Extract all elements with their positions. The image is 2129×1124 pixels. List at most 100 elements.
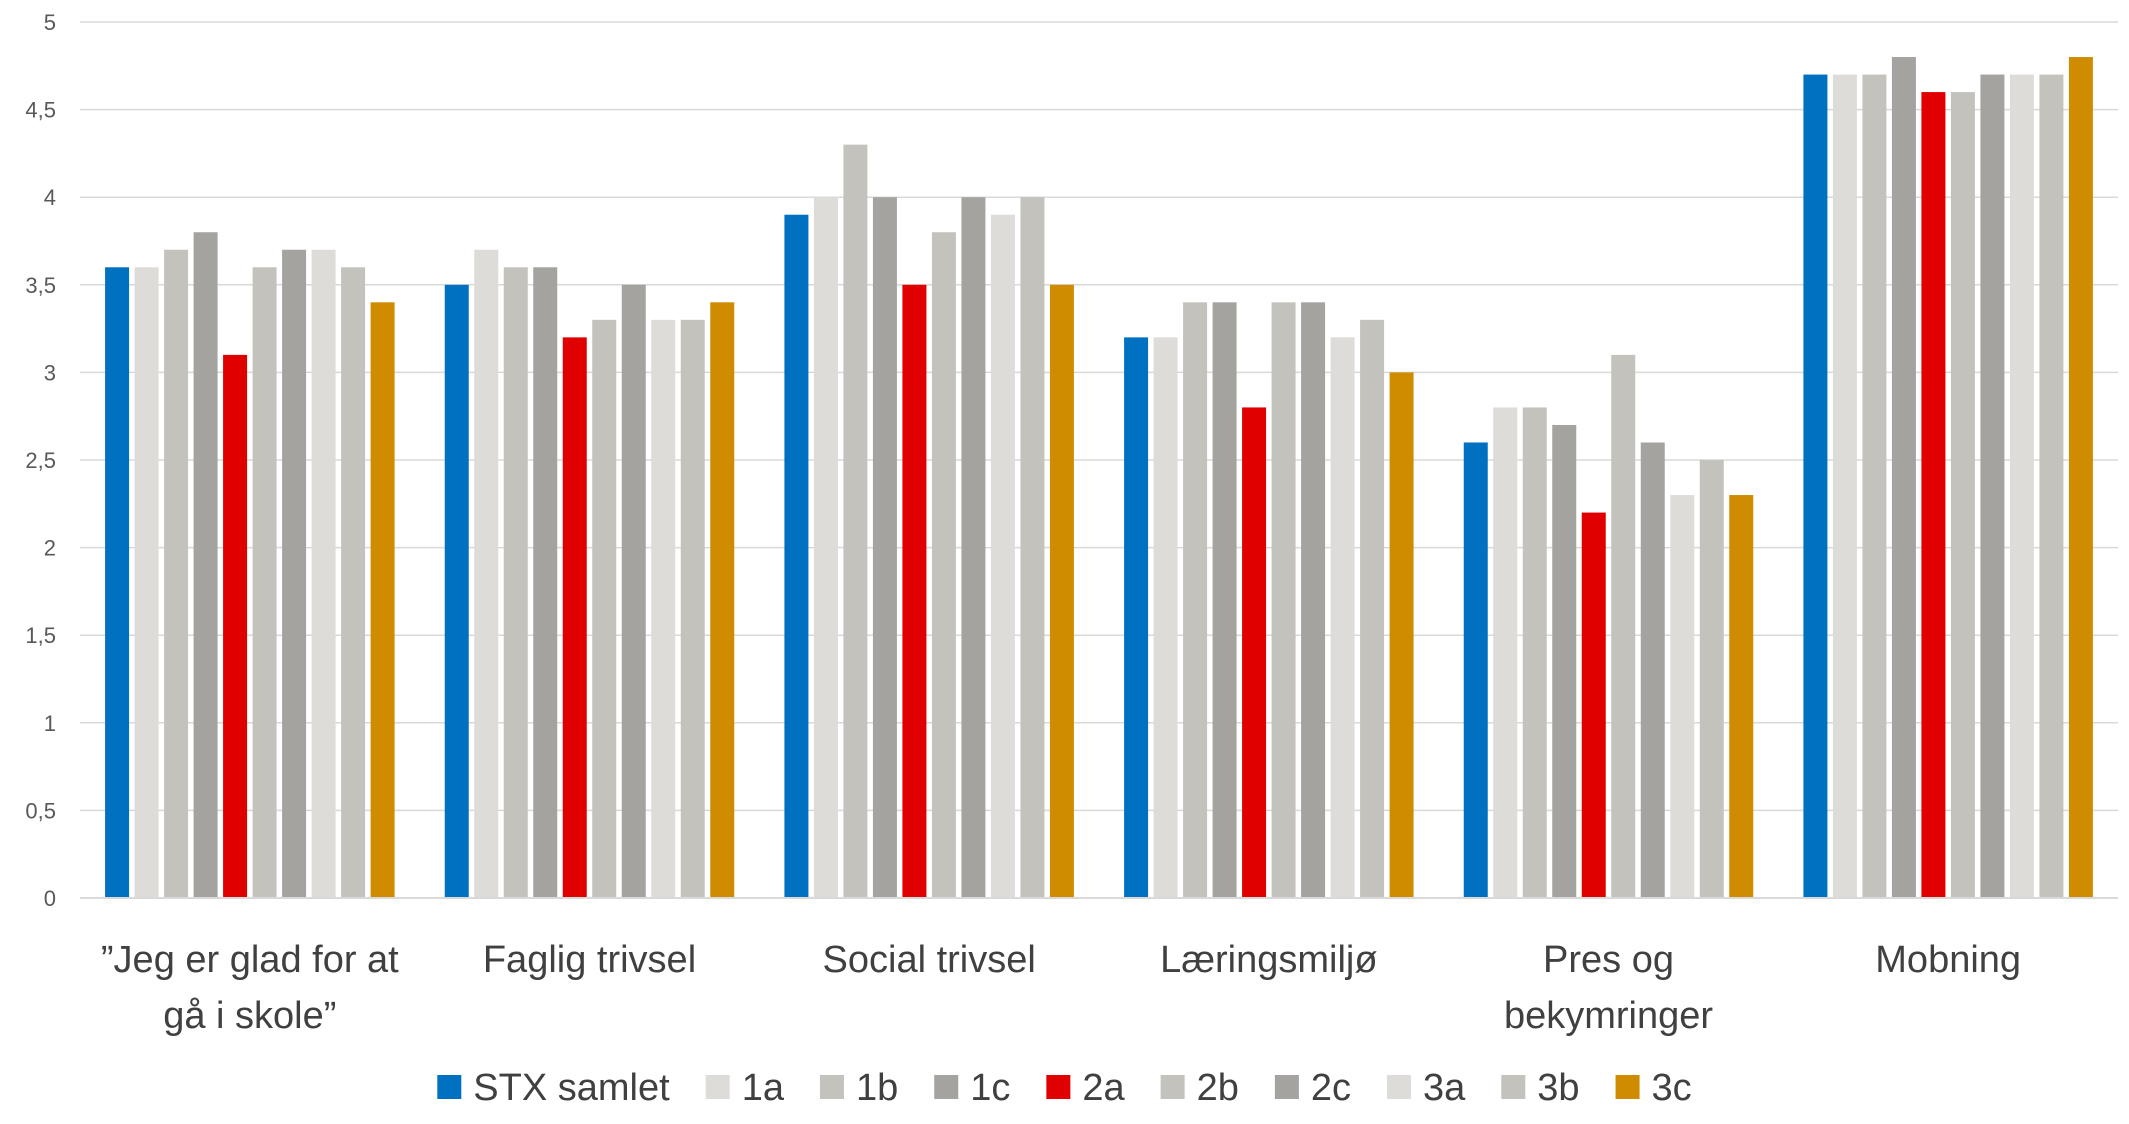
y-tick-label: 1,5 [25, 623, 56, 648]
bar-1a [1832, 74, 1857, 898]
y-tick-label: 4 [44, 185, 56, 210]
bar-2a [562, 337, 587, 898]
legend-label: 3c [1652, 1067, 1692, 1109]
bar-1b [1862, 74, 1887, 898]
bar-3b [1020, 197, 1045, 898]
bar-3a [990, 214, 1015, 899]
legend-swatch [705, 1075, 730, 1099]
bar-3b [1360, 319, 1385, 899]
legend-swatch [1160, 1075, 1185, 1099]
bar-3c [1389, 372, 1414, 898]
legend-label: 2a [1082, 1067, 1125, 1109]
legend-item: 3a [1387, 1067, 1466, 1109]
bar-2a [223, 354, 248, 898]
bar-1a [134, 267, 159, 898]
legend-label: 3a [1423, 1067, 1466, 1109]
bar-1c [872, 197, 897, 898]
bar-stx-samlet [784, 214, 809, 899]
bar-2a [902, 284, 927, 898]
bar-3b [680, 319, 705, 899]
bar-1c [1212, 302, 1237, 898]
bar-2c [961, 197, 986, 898]
legend-label: 1a [742, 1067, 785, 1109]
bar-3a [311, 249, 336, 898]
legend-item: 3c [1615, 1067, 1692, 1109]
y-tick-label: 2,5 [25, 448, 56, 473]
legend-item: 3b [1501, 1067, 1580, 1109]
bar-3c [710, 302, 735, 898]
bar-1c [1891, 57, 1916, 899]
legend-label: STX samlet [473, 1067, 670, 1109]
bar-1c [1552, 424, 1577, 898]
legend-swatch [1046, 1075, 1071, 1099]
legend-item: 2c [1274, 1067, 1351, 1109]
legend-item: STX samlet [437, 1067, 670, 1109]
legend-label: 1b [856, 1067, 898, 1109]
bar-2b [252, 267, 277, 898]
bar-2c [1640, 442, 1665, 898]
bar-3c [2068, 57, 2093, 899]
category-label: bekymringer [1504, 995, 1713, 1037]
bar-1b [503, 267, 528, 898]
legend-swatch [1387, 1075, 1412, 1099]
bar-stx-samlet [1463, 442, 1488, 898]
y-tick-label: 1 [44, 711, 56, 736]
bar-2c [621, 284, 646, 898]
bar-stx-samlet [1124, 337, 1149, 898]
category-label: gå i skole” [163, 995, 336, 1037]
bar-2b [1950, 92, 1975, 898]
bar-2a [1242, 407, 1267, 898]
bar-2c [282, 249, 307, 898]
bar-1a [1493, 407, 1518, 898]
bar-1c [193, 232, 218, 899]
y-tick-label: 0,5 [25, 798, 56, 823]
bar-3b [1699, 460, 1724, 898]
category-label: Mobning [1875, 939, 2021, 981]
bar-1b [1522, 407, 1547, 898]
y-tick-label: 5 [44, 10, 56, 35]
bar-3c [1729, 495, 1754, 898]
category-label: ”Jeg er glad for at [101, 939, 399, 981]
legend-item: 2b [1160, 1067, 1239, 1109]
bar-3a [1670, 495, 1695, 898]
bar-3b [341, 267, 366, 898]
bar-3c [370, 302, 395, 898]
bar-3c [1049, 284, 1074, 898]
category-label: Faglig trivsel [483, 939, 696, 981]
category-label: Læringsmiljø [1160, 939, 1377, 981]
legend-item: 1c [934, 1067, 1010, 1109]
bar-1a [1153, 337, 1178, 898]
category-label: Social trivsel [823, 939, 1036, 981]
legend-swatch [1501, 1075, 1526, 1099]
bar-1a [813, 197, 838, 898]
legend-item: 1b [819, 1067, 898, 1109]
legend-swatch [1615, 1075, 1640, 1099]
y-tick-label: 3,5 [25, 273, 56, 298]
bar-3a [1330, 337, 1355, 898]
legend-swatch [934, 1075, 959, 1099]
bar-2c [1980, 74, 2005, 898]
legend-swatch [1274, 1075, 1299, 1099]
bar-2b [931, 232, 956, 899]
legend-item: 1a [705, 1067, 785, 1109]
bar-1b [1183, 302, 1208, 898]
bar-2b [1271, 302, 1296, 898]
bar-1b [164, 249, 189, 898]
bar-2c [1301, 302, 1326, 898]
legend: STX samlet 1a 1b 1c 2a 2b 2c 3a 3b 3c [437, 1067, 1692, 1109]
y-axis-tick-labels: 0 0,5 1 1,5 2 2,5 3 3,5 4 4,5 5 [25, 10, 56, 911]
bar-3a [651, 319, 676, 899]
y-tick-label: 2 [44, 536, 56, 561]
legend-label: 3b [1537, 1067, 1579, 1109]
bar-2b [1611, 354, 1636, 898]
bar-1a [474, 249, 499, 898]
bar-3a [2009, 74, 2034, 898]
legend-swatch [819, 1075, 844, 1099]
y-tick-label: 4,5 [25, 98, 56, 123]
legend-item: 2a [1046, 1067, 1125, 1109]
bar-stx-samlet [105, 267, 130, 898]
category-labels: ”Jeg er glad for at gå i skole” Faglig tri… [101, 939, 2021, 1037]
category-label: Pres og [1543, 939, 1674, 981]
legend-swatch [437, 1075, 462, 1099]
